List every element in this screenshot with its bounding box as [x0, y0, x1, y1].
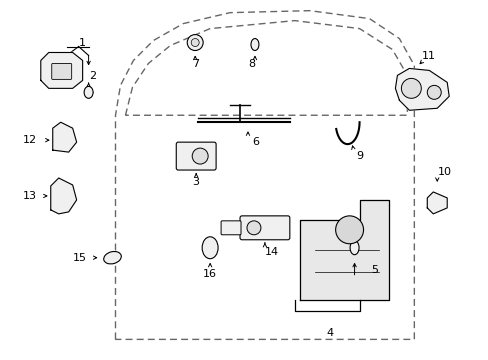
Circle shape — [192, 148, 208, 164]
Text: 2: 2 — [89, 71, 96, 81]
Circle shape — [246, 221, 261, 235]
FancyBboxPatch shape — [176, 142, 216, 170]
Text: 9: 9 — [355, 151, 363, 161]
Text: 11: 11 — [422, 51, 435, 62]
Text: 14: 14 — [264, 247, 278, 257]
Text: 12: 12 — [23, 135, 37, 145]
Text: 13: 13 — [23, 191, 37, 201]
Ellipse shape — [250, 39, 259, 50]
Circle shape — [335, 216, 363, 244]
Text: 1: 1 — [79, 37, 86, 48]
Text: 4: 4 — [325, 328, 332, 338]
Text: 7: 7 — [191, 59, 198, 69]
Ellipse shape — [84, 86, 93, 98]
Polygon shape — [53, 122, 77, 152]
Polygon shape — [395, 68, 448, 110]
Polygon shape — [41, 53, 82, 88]
Ellipse shape — [202, 237, 218, 259]
Text: 15: 15 — [73, 253, 86, 263]
Text: 5: 5 — [370, 265, 377, 275]
Polygon shape — [299, 200, 388, 300]
Text: 3: 3 — [192, 177, 199, 187]
Text: 16: 16 — [203, 269, 217, 279]
Ellipse shape — [349, 241, 358, 255]
Text: 10: 10 — [437, 167, 451, 177]
Ellipse shape — [103, 252, 121, 264]
Circle shape — [191, 39, 199, 46]
Circle shape — [401, 78, 421, 98]
FancyBboxPatch shape — [240, 216, 289, 240]
Circle shape — [187, 35, 203, 50]
Text: 8: 8 — [248, 59, 255, 69]
FancyBboxPatch shape — [52, 63, 72, 80]
Circle shape — [427, 85, 440, 99]
Text: 6: 6 — [252, 137, 259, 147]
Polygon shape — [51, 178, 77, 214]
Polygon shape — [427, 192, 447, 214]
FancyBboxPatch shape — [221, 221, 241, 235]
